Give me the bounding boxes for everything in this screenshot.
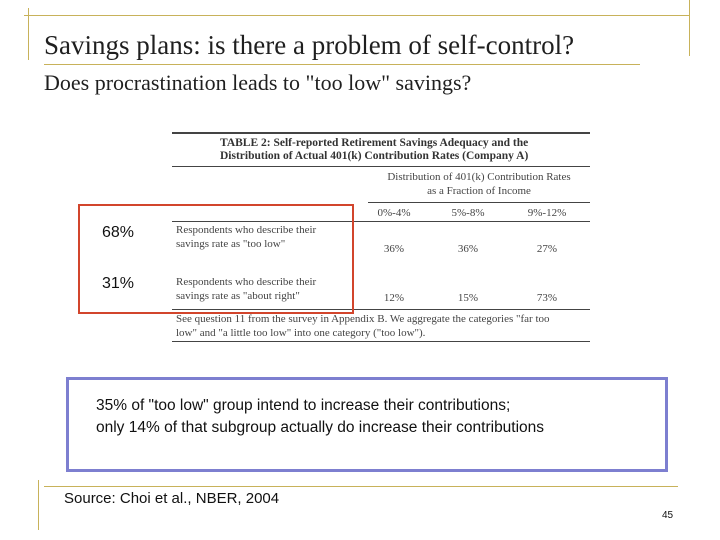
column-header: 0%-4% bbox=[377, 207, 411, 219]
slide-subtitle: Does procrastination leads to "too low" … bbox=[44, 70, 472, 95]
callout-box bbox=[66, 377, 668, 472]
table-title-line-2: Distribution of Actual 401(k) Contributi… bbox=[220, 150, 529, 162]
bottom-accent-line bbox=[38, 480, 39, 530]
row-label-too-low: Respondents who describe their savings r… bbox=[176, 223, 366, 251]
table-top-rule bbox=[172, 132, 590, 134]
table-title: TABLE 2: Self-reported Retirement Saving… bbox=[220, 137, 590, 163]
table-cell: 36% bbox=[457, 243, 479, 255]
row-label-about-right: Respondents who describe their savings r… bbox=[176, 275, 366, 303]
table-cell: 73% bbox=[536, 292, 558, 304]
callout-line-2: only 14% of that subgroup actually do in… bbox=[96, 419, 545, 436]
too-low-share: 68% bbox=[102, 224, 135, 241]
body-rule bbox=[172, 309, 590, 310]
table-title-line-1: TABLE 2: Self-reported Retirement Saving… bbox=[220, 137, 529, 149]
left-accent-line bbox=[28, 8, 29, 60]
right-accent-line bbox=[689, 0, 690, 56]
slide-title: Savings plans: is there a problem of sel… bbox=[44, 30, 575, 60]
table-title-rule bbox=[172, 166, 590, 167]
column-header: 5%-8% bbox=[451, 207, 485, 219]
top-accent-line bbox=[24, 15, 690, 16]
page-number: 45 bbox=[662, 510, 674, 521]
about-right-share: 31% bbox=[102, 275, 135, 292]
distribution-rule bbox=[368, 202, 590, 203]
table-cell: 36% bbox=[383, 243, 405, 255]
distribution-header-line-1: Distribution of 401(k) Contribution Rate… bbox=[387, 171, 571, 183]
row-label-line: Respondents who describe their bbox=[176, 224, 317, 236]
table-note-line-2: low" and "a little too low" into one cat… bbox=[176, 327, 426, 339]
footer-line bbox=[44, 486, 678, 487]
source-citation: Source: Choi et al., NBER, 2004 bbox=[64, 490, 280, 507]
column-header: 9%-12% bbox=[527, 207, 567, 219]
callout-line-1: 35% of "too low" group intend to increas… bbox=[96, 397, 511, 414]
distribution-header: Distribution of 401(k) Contribution Rate… bbox=[368, 170, 590, 198]
table-note-line-1: See question 11 from the survey in Appen… bbox=[176, 313, 550, 325]
row-label-line: savings rate as "about right" bbox=[176, 290, 300, 302]
table-bottom-rule bbox=[172, 341, 590, 342]
table-cell: 12% bbox=[383, 292, 405, 304]
distribution-header-line-2: as a Fraction of Income bbox=[427, 185, 531, 197]
survey-table: TABLE 2: Self-reported Retirement Saving… bbox=[172, 130, 590, 343]
row-label-line: savings rate as "too low" bbox=[176, 238, 286, 250]
header-rule bbox=[172, 221, 590, 222]
table-note: See question 11 from the survey in Appen… bbox=[176, 312, 588, 340]
table-cell: 15% bbox=[457, 292, 479, 304]
table-cell: 27% bbox=[536, 243, 558, 255]
highlight-box bbox=[78, 204, 354, 314]
row-label-line: Respondents who describe their bbox=[176, 276, 317, 288]
callout-text: 35% of "too low" group intend to increas… bbox=[96, 395, 666, 439]
title-underline bbox=[44, 64, 640, 65]
